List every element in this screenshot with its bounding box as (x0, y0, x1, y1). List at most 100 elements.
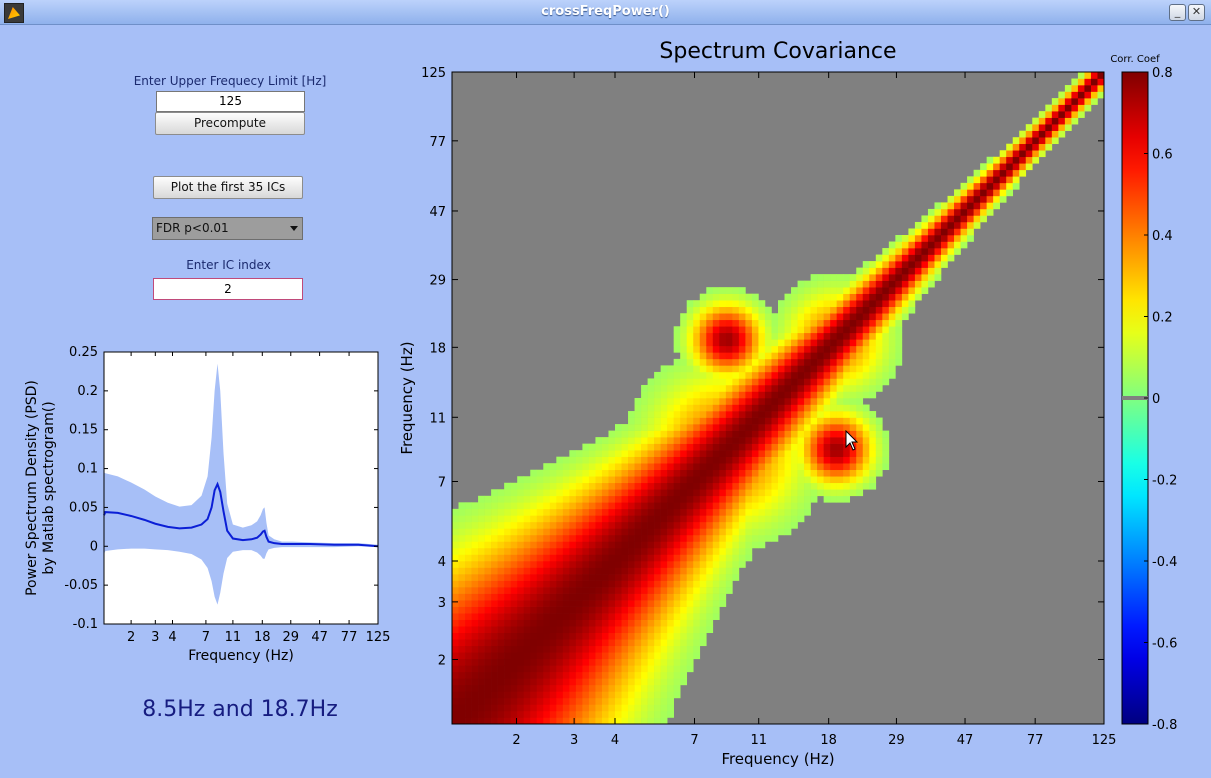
heatmap-cell (484, 684, 492, 692)
precompute-button[interactable]: Precompute (155, 112, 305, 135)
heatmap-cell (621, 489, 629, 497)
heatmap-cell (797, 378, 805, 386)
title-bar: crossFreqPower() _ ✕ (0, 0, 1211, 25)
heatmap-cell (706, 606, 714, 614)
ic-index-input[interactable]: 2 (153, 278, 303, 300)
heatmap-cell (608, 580, 616, 588)
heatmap-cell (732, 561, 740, 568)
heatmap-cell (497, 717, 505, 725)
heatmap-cell (771, 345, 779, 353)
heatmap-cell (908, 306, 916, 314)
heatmap-cell (764, 424, 772, 431)
heatmap-cell (784, 450, 792, 457)
heatmap-cell (778, 456, 785, 464)
heatmap-cell (595, 495, 603, 503)
heatmap-cell (504, 639, 511, 647)
heatmap-cell (843, 404, 851, 412)
heatmap-cell (856, 365, 864, 373)
heatmap-cell (549, 554, 557, 562)
heatmap-cell (1064, 111, 1072, 118)
heatmap-cell (719, 332, 727, 340)
heatmap-cell (686, 378, 694, 386)
psd-x-tick-label: 47 (311, 630, 328, 645)
heatmap-cell (660, 645, 668, 653)
heatmap-cell (647, 600, 655, 607)
heatmap-cell (569, 613, 577, 620)
heatmap-cell (465, 587, 472, 594)
heatmap-cell (823, 274, 831, 281)
heatmap-cell (673, 547, 681, 555)
heatmap-cell (817, 358, 824, 366)
heatmap-cell (693, 489, 701, 497)
heatmap-cell (869, 345, 877, 353)
heatmap-cell (751, 463, 759, 471)
heatmap-cell (536, 580, 544, 588)
heatmap-cell (556, 476, 564, 484)
heatmap-cell (530, 495, 538, 503)
plot-first-ics-button[interactable]: Plot the first 35 ICs (153, 176, 303, 199)
heatmap-cell (647, 398, 655, 405)
close-button[interactable]: ✕ (1188, 4, 1205, 21)
heatmap-cell (712, 424, 720, 431)
heatmap-cell (836, 352, 844, 360)
heatmap-cell (895, 248, 903, 255)
heatmap-cell (686, 593, 694, 601)
heatmap-cell (654, 574, 661, 581)
heatmap-cell (491, 495, 498, 503)
heatmap-cell (647, 411, 655, 418)
heatmap-cell (745, 326, 753, 334)
heatmap-cell (686, 398, 694, 405)
heatmap-cell (719, 378, 727, 386)
heatmap-cell (569, 547, 577, 555)
heatmap-cell (562, 515, 570, 523)
heatmap-cell (810, 306, 818, 314)
heatmap-cell (764, 430, 772, 438)
heatmap-cell (680, 476, 688, 484)
heatmap-cell (706, 456, 714, 464)
heatmap-cell (927, 261, 935, 268)
heatmap-cell (693, 606, 701, 614)
heatmap-cell (510, 561, 518, 568)
heatmap-cell (536, 710, 544, 718)
heatmap-cell (601, 450, 609, 457)
heatmap-cell (595, 652, 603, 660)
heatmap-cell (882, 352, 890, 360)
heatmap-cell (543, 567, 551, 575)
heatmap-cell (608, 717, 616, 725)
heatmap-cell (706, 306, 714, 314)
heatmap-cell (791, 371, 798, 379)
heatmap-cell (673, 515, 681, 523)
heatmap-cell (621, 469, 629, 477)
heatmap-cell (471, 717, 479, 725)
heatmap-cell (452, 567, 459, 575)
heatmap-cell (758, 417, 766, 425)
heatmap-cell (478, 697, 485, 705)
heatmap-cell (719, 547, 727, 555)
minimize-button[interactable]: _ (1169, 4, 1186, 21)
heatmap-cell (641, 430, 648, 438)
heatmap-cell (882, 293, 890, 301)
heatmap-cell (647, 619, 655, 627)
heatmap-cell (517, 574, 525, 581)
psd-mean-line (103, 481, 379, 548)
heatmap-cell (784, 293, 792, 301)
heatmap-cell (686, 541, 694, 549)
colorbar-tick-label: 0.8 (1152, 66, 1173, 81)
heatmap-cell (641, 417, 648, 425)
heatmap-cell (1097, 72, 1105, 79)
heatmap-cell (745, 469, 753, 477)
heatmap-cell (810, 339, 818, 347)
upper-freq-input[interactable]: 125 (156, 91, 305, 112)
heatmap-cell (1084, 104, 1092, 112)
fdr-select[interactable]: FDR p<0.01 (152, 217, 303, 240)
heatmap-cell (888, 313, 896, 321)
heatmap-cell (556, 508, 564, 516)
heatmap-cell (465, 593, 472, 601)
heatmap-cell (901, 267, 909, 275)
heatmap-cell (647, 717, 655, 725)
heatmap-cell (530, 652, 538, 660)
heatmap-cell (569, 684, 577, 692)
heatmap-cell (680, 613, 688, 620)
heatmap-cell (791, 313, 798, 321)
heatmap-cell (478, 547, 485, 555)
